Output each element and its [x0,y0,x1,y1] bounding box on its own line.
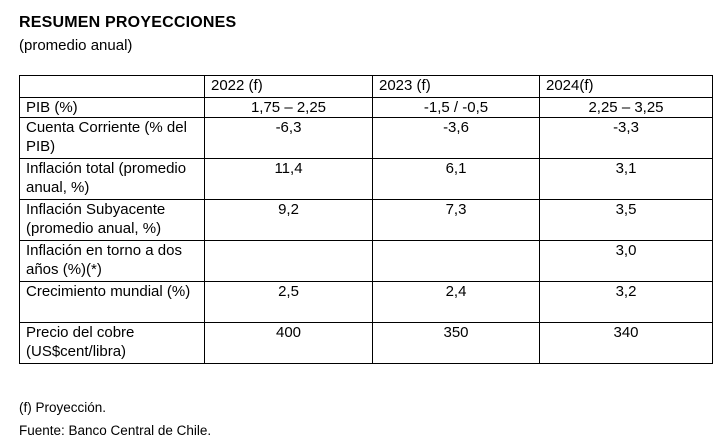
cell-2023: 6,1 [372,158,540,200]
cell-2024: 3,1 [539,158,713,200]
cell-2024: 2,25 – 3,25 [539,97,713,118]
table-row-inflacion-subyacente: Inflación Subyacente (promedio anual, %)… [19,199,713,241]
cell-2023: 7,3 [372,199,540,241]
cell-2024: 340 [539,322,713,364]
table-header-row: 2022 (f) 2023 (f) 2024(f) [19,75,713,98]
cell-2023 [372,240,540,282]
row-label: Crecimiento mundial (%) [19,281,205,323]
cell-2022: 400 [204,322,373,364]
header-cell-2022: 2022 (f) [204,75,373,98]
cell-2023: 2,4 [372,281,540,323]
row-label: Inflación en torno a dos años (%)(*) [19,240,205,282]
footnote-source: Fuente: Banco Central de Chile. [19,423,212,438]
cell-2024: -3,3 [539,117,713,159]
projections-table: 2022 (f) 2023 (f) 2024(f) PIB (%) 1,75 –… [19,75,713,364]
cell-2022 [204,240,373,282]
cell-2024: 3,5 [539,199,713,241]
header-cell-2024: 2024(f) [539,75,713,98]
table-subtitle: (promedio anual) [19,37,133,54]
table-row-inflacion-total: Inflación total (promedio anual, %) 11,4… [19,158,713,200]
cell-2022: 9,2 [204,199,373,241]
row-label: Inflación Subyacente (promedio anual, %) [19,199,205,241]
header-cell-empty [19,75,205,98]
table-title: RESUMEN PROYECCIONES [19,14,237,31]
footnote-proyeccion: (f) Proyección. [19,400,107,415]
cell-2024: 3,0 [539,240,713,282]
cell-2023: 350 [372,322,540,364]
header-cell-2023: 2023 (f) [372,75,540,98]
cell-2022: 11,4 [204,158,373,200]
cell-2022: 1,75 – 2,25 [204,97,373,118]
table-row-crecimiento-mundial: Crecimiento mundial (%) 2,5 2,4 3,2 [19,281,713,323]
table-row-cuenta-corriente: Cuenta Corriente (% del PIB) -6,3 -3,6 -… [19,117,713,159]
table-row-precio-cobre: Precio del cobre (US$cent/libra) 400 350… [19,322,713,364]
row-label: PIB (%) [19,97,205,118]
row-label: Precio del cobre (US$cent/libra) [19,322,205,364]
cell-2023: -1,5 / -0,5 [372,97,540,118]
row-label: Cuenta Corriente (% del PIB) [19,117,205,159]
table-row-inflacion-dos-anos: Inflación en torno a dos años (%)(*) 3,0 [19,240,713,282]
cell-2022: 2,5 [204,281,373,323]
row-label: Inflación total (promedio anual, %) [19,158,205,200]
cell-2022: -6,3 [204,117,373,159]
table-row-pib: PIB (%) 1,75 – 2,25 -1,5 / -0,5 2,25 – 3… [19,97,713,118]
cell-2024: 3,2 [539,281,713,323]
cell-2023: -3,6 [372,117,540,159]
